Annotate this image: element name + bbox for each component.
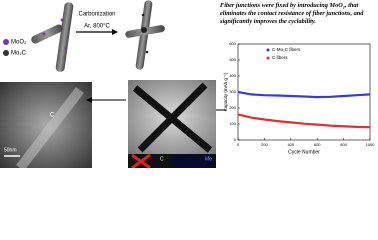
fiber-image [137, 82, 208, 153]
map-fiber [131, 153, 151, 168]
x-tick-label: 800 [340, 142, 347, 147]
summary: Fiber junctions were fixed by introducin… [220, 2, 364, 25]
legend-dot [3, 39, 9, 45]
legend-label: C-Mo₂C fibers [272, 47, 301, 52]
legend-label: MoO₂ [11, 40, 27, 46]
y-axis-label: Capacity (mAh g⁻¹) [223, 72, 228, 111]
y-tick-label: 200 [229, 105, 236, 110]
condition-label: Ar, 800°C [84, 24, 110, 30]
x-tick-label: 600 [314, 142, 321, 147]
legend-marker [266, 48, 270, 52]
y-tick-label: 0 [234, 137, 237, 142]
fiber-scheme-after [125, 0, 165, 70]
map-label: C [160, 156, 164, 162]
fiber-image [16, 86, 84, 168]
x-tick-label: 400 [287, 142, 294, 147]
x-axis-label: Cycle Number [288, 149, 320, 155]
graphical-abstract: Carbonization Ar, 800°C MoO₂ Mo₂C C 50nm… [0, 0, 376, 168]
y-tick-label: 100 [229, 121, 236, 126]
y-tick-label: 500 [229, 57, 236, 62]
map-image [172, 154, 216, 168]
y-tick-label: 600 [229, 41, 236, 46]
fiber-scheme-before [31, 2, 74, 72]
series-line [237, 90, 371, 99]
series-line [237, 113, 371, 129]
summary-box: Fiber junctions were fixed by introducin… [220, 2, 364, 25]
x-tick-label: 1000 [366, 142, 376, 147]
scale-label: 50nm [4, 147, 17, 153]
step-label: Carbonization [78, 12, 115, 18]
y-tick-label: 400 [229, 73, 236, 78]
y-tick-label: 300 [229, 89, 236, 94]
arrow-head [86, 97, 92, 103]
x-tick-label: 0 [237, 142, 240, 147]
tem-label: C [50, 113, 55, 119]
legend-label: C fibers [272, 55, 288, 60]
x-tick-label: 200 [261, 142, 268, 147]
arrow-head [112, 29, 118, 35]
legend-label: Mo₂C [11, 51, 27, 57]
legend-marker [266, 56, 270, 60]
chart: 0 100 200 300 400 500 600 0 200 400 600 800 1000 Cycl… [223, 41, 375, 155]
legend-dot [3, 50, 9, 56]
map-label: Mo [205, 156, 212, 162]
